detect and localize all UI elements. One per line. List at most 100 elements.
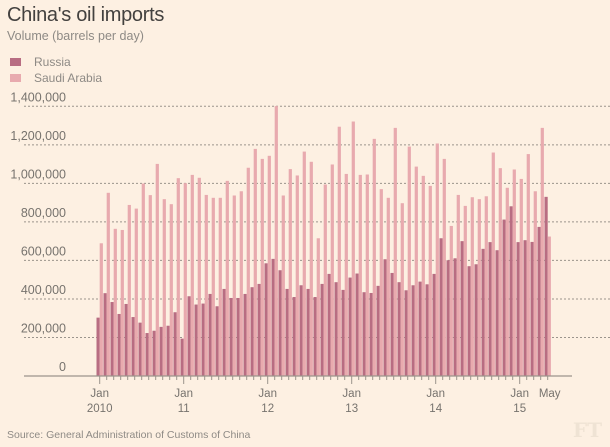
bar-russia [453,258,457,376]
bar-saudi-arabia [106,192,110,376]
bar-saudi-arabia [386,197,390,376]
x-tick-label: Jan [342,388,361,400]
bar-saudi-arabia [141,183,145,376]
bar-saudi-arabia [400,203,404,376]
bar-saudi-arabia [232,195,236,376]
legend-label-russia: Russia [34,55,71,69]
bar-russia [530,241,534,376]
bar-saudi-arabia [512,169,516,376]
legend-item-russia: Russia [10,54,102,70]
bar-russia [488,242,492,376]
bar-russia [257,283,261,376]
bar-saudi-arabia [372,138,376,376]
bar-saudi-arabia [463,205,467,376]
bar-russia [376,285,380,376]
bar-russia [474,264,478,376]
bar-russia [180,338,184,376]
bar-russia [481,248,485,376]
bar-russia [537,226,541,376]
x-tick-sublabel: 13 [345,403,358,415]
bar-russia [96,317,100,376]
y-tick-label: 0 [59,360,66,374]
bars [96,106,551,376]
bar-saudi-arabia [442,158,446,376]
bar-saudi-arabia [197,177,201,376]
bar-russia [432,273,436,376]
bar-saudi-arabia [337,126,341,376]
bar-russia [264,263,268,376]
bar-russia [446,260,450,376]
bar-russia [495,250,499,376]
bar-saudi-arabia [477,199,481,376]
bar-russia [131,317,135,376]
y-tick-label: 200,000 [21,321,66,335]
bar-saudi-arabia [204,194,208,376]
bar-saudi-arabia [421,175,425,376]
bar-saudi-arabia [155,163,159,376]
bar-saudi-arabia [414,166,418,376]
bar-russia [229,297,233,376]
bar-saudi-arabia [134,208,138,376]
bar-russia [187,296,191,376]
bar-russia [285,288,289,376]
bar-russia [502,219,506,376]
source-note: Source: General Administration of Custom… [7,429,251,441]
x-tick-sublabel: 14 [429,403,442,415]
bar-russia [208,293,212,376]
bar-saudi-arabia [239,191,243,376]
bar-saudi-arabia [218,197,222,376]
bar-russia [397,282,401,376]
bar-saudi-arabia [309,161,313,376]
bar-saudi-arabia [316,238,320,376]
bar-russia [166,325,170,376]
bar-saudi-arabia [358,174,362,376]
bar-saudi-arabia [344,173,348,376]
x-axis: Jan 2010 Jan 11 Jan 12 Jan 13 Jan 14 Jan 15 May [24,375,572,415]
bar-saudi-arabia [162,199,166,376]
bar-russia [194,304,198,376]
x-tick-label: Jan [90,388,109,400]
bar-saudi-arabia [519,178,523,376]
x-tick-sublabel: 12 [261,403,274,415]
bar-russia [173,312,177,376]
bar-saudi-arabia [295,175,299,376]
x-tick-label: Jan [426,388,445,400]
bar-saudi-arabia [435,143,439,376]
bar-russia [460,241,464,376]
x-tick-label: Jan [174,388,193,400]
bar-russia [236,297,240,376]
bar-saudi-arabia [246,167,250,376]
bar-russia [313,297,317,376]
bar-saudi-arabia [281,195,285,376]
chart-subtitle: Volume (barrels per day) [7,29,144,43]
bar-russia [250,287,254,376]
x-tick-label: Jan [258,388,277,400]
bar-russia [341,289,345,376]
x-tick-sublabel: 15 [513,403,526,415]
bar-russia [278,270,282,376]
bar-russia [215,306,219,376]
bar-saudi-arabia [253,148,257,376]
legend-item-saudi-arabia: Saudi Arabia [10,70,102,86]
ft-logo: FT [572,418,602,442]
bar-saudi-arabia [99,243,103,376]
bar-russia [159,326,163,376]
legend-label-saudi-arabia: Saudi Arabia [34,71,103,85]
bar-saudi-arabia [169,204,173,376]
bar-saudi-arabia [183,183,187,376]
chart-title: China's oil imports [7,4,165,26]
bar-saudi-arabia [470,197,474,376]
bar-saudi-arabia [505,187,509,376]
bar-saudi-arabia [288,169,292,376]
bar-saudi-arabia [379,189,383,376]
bar-russia [467,266,471,376]
bar-saudi-arabia [267,155,271,376]
bar-saudi-arabia [190,174,194,376]
bar-russia [327,273,331,376]
bar-russia [271,258,275,376]
bar-russia [222,288,226,376]
bar-russia [355,273,359,376]
bar-saudi-arabia [540,127,544,376]
bar-russia [509,206,513,376]
bar-saudi-arabia [365,174,369,376]
